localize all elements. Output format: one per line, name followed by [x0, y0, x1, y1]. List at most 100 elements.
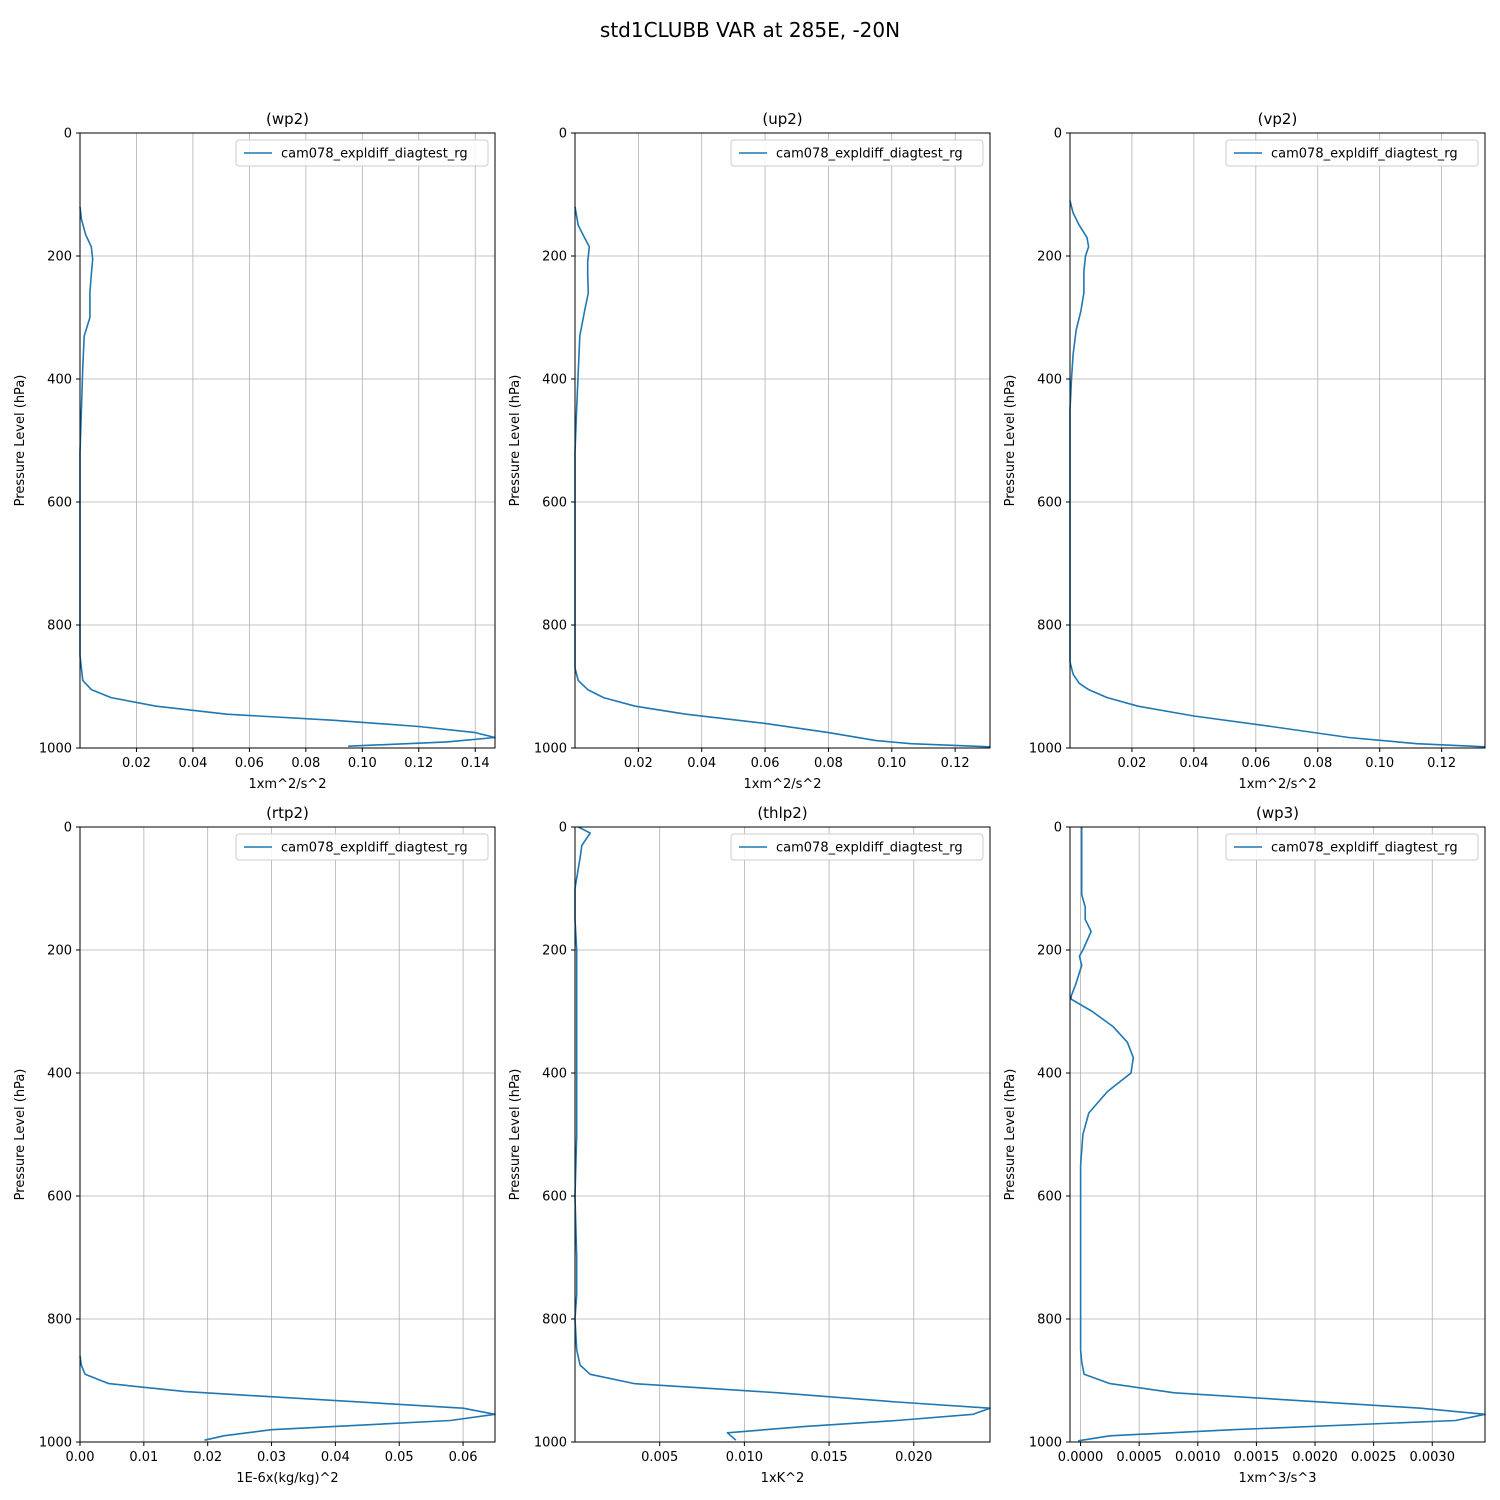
y-tick-label: 400	[1037, 373, 1062, 388]
x-axis-label: 1xm^3/s^3	[1238, 1471, 1316, 1486]
x-tick-label: 0.08	[291, 756, 320, 771]
chart-panel-5: 0.005 0.010 0.015 0.020 0 200 400 600 800 1000 (th…	[508, 804, 991, 1486]
chart-panel-1: 0.02 0.04 0.06 0.08 0.10 0.12 0.14 0 200 400 600 80…	[13, 110, 496, 792]
x-tick-label: 0.0020	[1292, 1450, 1338, 1465]
legend-label: cam078_expldiff_diagtest_rg	[776, 841, 963, 856]
x-tick-label: 0.01	[129, 1450, 158, 1465]
x-tick-label: 0.010	[726, 1450, 763, 1465]
y-axis-label: Pressure Level (hPa)	[508, 375, 523, 507]
legend-box	[235, 833, 489, 861]
y-axis-label: Pressure Level (hPa)	[13, 1069, 28, 1201]
grid	[575, 132, 990, 749]
y-tick-label: 800	[1037, 1313, 1062, 1328]
y-tick-label: 200	[542, 250, 567, 265]
legend: cam078_expldiff_diagtest_rg	[730, 139, 984, 167]
x-tick-label: 0.06	[1241, 756, 1270, 771]
legend-label: cam078_expldiff_diagtest_rg	[281, 147, 468, 162]
x-tick-label: 0.04	[178, 756, 207, 771]
y-tick-label: 600	[542, 496, 567, 511]
y-tick-label: 200	[47, 944, 72, 959]
y-tick-label: 1000	[39, 1436, 72, 1451]
chart-panel-4: 0.00 0.01 0.02 0.03 0.04 0.05 0.06 0 200 400 600 80…	[13, 804, 496, 1486]
x-tick-label: 0.015	[810, 1450, 847, 1465]
panels: 0.02 0.04 0.06 0.08 0.10 0.12 0.14 0 200 400 600 80…	[13, 110, 1486, 1486]
y-tick-label: 600	[1037, 496, 1062, 511]
y-tick-label: 200	[542, 944, 567, 959]
x-tick-label: 0.10	[1365, 756, 1394, 771]
x-tick-label: 0.08	[814, 756, 843, 771]
legend-label: cam078_expldiff_diagtest_rg	[1271, 147, 1458, 162]
y-tick-label: 400	[47, 1067, 72, 1082]
x-tick-label: 0.06	[751, 756, 780, 771]
x-tick-label: 0.0025	[1351, 1450, 1397, 1465]
x-tick-label: 0.0015	[1234, 1450, 1280, 1465]
x-tick-label: 0.0005	[1116, 1450, 1162, 1465]
x-tick-label: 0.02	[1117, 756, 1146, 771]
x-tick-label: 0.12	[404, 756, 433, 771]
panel-title: (thlp2)	[757, 804, 807, 822]
chart-panel-3: 0.02 0.04 0.06 0.08 0.10 0.12 0 200 400 600 800 100…	[1003, 110, 1486, 792]
y-axis-label: Pressure Level (hPa)	[508, 1069, 523, 1201]
y-tick-label: 600	[1037, 1190, 1062, 1205]
x-axis-label: 1E-6x(kg/kg)^2	[236, 1471, 338, 1486]
figure-title: std1CLUBB VAR at 285E, -20N	[600, 18, 900, 42]
x-tick-label: 0.02	[624, 756, 653, 771]
x-tick-label: 0.02	[122, 756, 151, 771]
panel-title: (rtp2)	[266, 804, 309, 822]
y-tick-label: 1000	[534, 1436, 567, 1451]
y-tick-label: 0	[1054, 127, 1062, 142]
y-tick-label: 600	[47, 496, 72, 511]
grid	[1070, 132, 1485, 749]
x-tick-label: 0.04	[687, 756, 716, 771]
y-tick-label: 800	[542, 619, 567, 634]
y-tick-label: 0	[64, 127, 72, 142]
x-tick-label: 0.12	[1427, 756, 1456, 771]
chart-panel-2: 0.02 0.04 0.06 0.08 0.10 0.12 0 200 400 600 800 100…	[508, 110, 991, 792]
grid	[79, 826, 495, 1443]
y-tick-label: 1000	[1029, 742, 1062, 757]
y-axis-label: Pressure Level (hPa)	[1003, 375, 1018, 507]
legend-box	[1225, 833, 1479, 861]
legend-label: cam078_expldiff_diagtest_rg	[1271, 841, 1458, 856]
y-tick-label: 0	[559, 127, 567, 142]
x-tick-label: 0.0010	[1175, 1450, 1221, 1465]
y-axis-label: Pressure Level (hPa)	[1003, 1069, 1018, 1201]
panel-title: (wp3)	[1256, 804, 1299, 822]
panel-title: (vp2)	[1258, 110, 1298, 128]
x-tick-label: 0.10	[877, 756, 906, 771]
y-axis-label: Pressure Level (hPa)	[13, 375, 28, 507]
legend: cam078_expldiff_diagtest_rg	[730, 833, 984, 861]
x-tick-label: 0.08	[1303, 756, 1332, 771]
legend: cam078_expldiff_diagtest_rg	[235, 139, 489, 167]
x-tick-label: 0.00	[66, 1450, 95, 1465]
grid	[1070, 826, 1485, 1443]
x-axis-label: 1xK^2	[761, 1471, 805, 1486]
y-tick-label: 1000	[1029, 1436, 1062, 1451]
y-tick-label: 200	[1037, 944, 1062, 959]
y-tick-label: 800	[47, 619, 72, 634]
y-tick-label: 800	[47, 1313, 72, 1328]
y-tick-label: 1000	[534, 742, 567, 757]
legend-box	[730, 139, 984, 167]
x-tick-label: 0.02	[193, 1450, 222, 1465]
series-line	[79, 206, 496, 747]
grid	[80, 132, 495, 749]
legend: cam078_expldiff_diagtest_rg	[1225, 139, 1479, 167]
x-tick-label: 0.0030	[1409, 1450, 1455, 1465]
axes-frame	[574, 826, 991, 1443]
x-axis-label: 1xm^2/s^2	[743, 777, 821, 792]
legend-box	[730, 833, 984, 861]
x-tick-label: 0.10	[348, 756, 377, 771]
legend-box	[1225, 139, 1479, 167]
y-tick-label: 1000	[39, 742, 72, 757]
axes-frame	[79, 132, 496, 749]
x-tick-label: 0.04	[1179, 756, 1208, 771]
y-tick-label: 400	[1037, 1067, 1062, 1082]
x-tick-label: 0.05	[385, 1450, 414, 1465]
y-tick-label: 600	[542, 1190, 567, 1205]
axes-frame	[1069, 132, 1486, 749]
chart-panel-6: 0.0000 0.0005 0.0010 0.0015 0.0020 0.0025 0.00…	[1003, 804, 1486, 1486]
x-tick-label: 0.005	[641, 1450, 678, 1465]
y-tick-label: 400	[47, 373, 72, 388]
